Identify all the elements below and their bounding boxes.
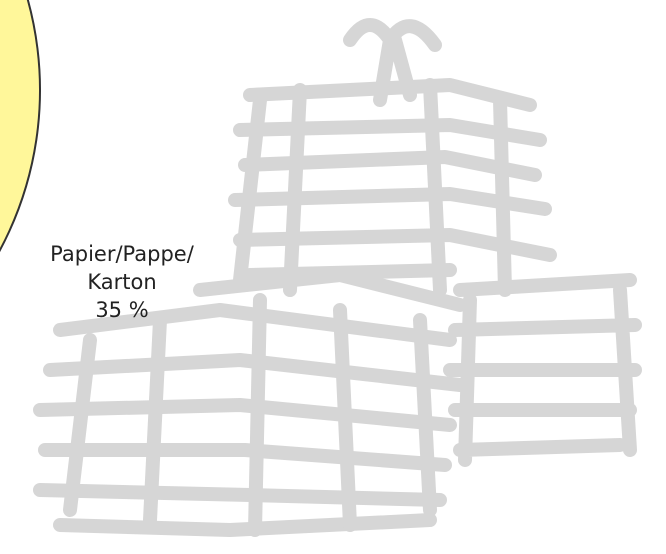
value-label: 35 % xyxy=(95,298,149,322)
paper-bundles-illustration xyxy=(33,18,642,537)
pie-slice xyxy=(0,0,41,252)
slice-label: Papier/Pappe/ Karton 35 % xyxy=(32,240,212,324)
category-label: Papier/Pappe/ Karton xyxy=(50,242,194,294)
